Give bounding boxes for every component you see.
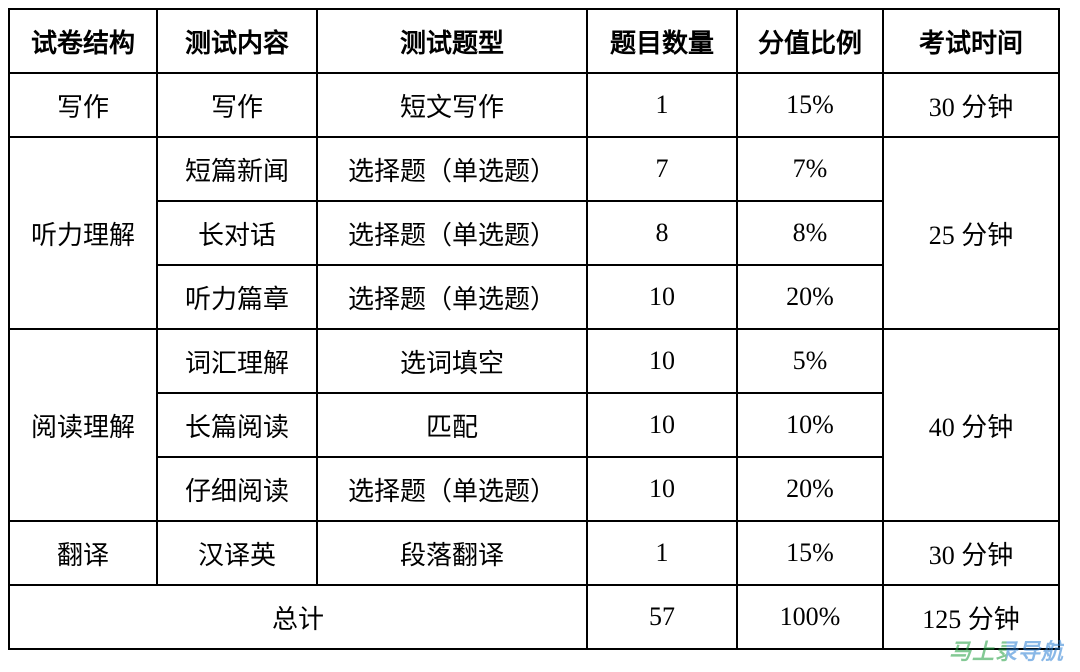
cell-total-count: 57 xyxy=(587,585,737,649)
header-time: 考试时间 xyxy=(883,9,1059,73)
cell-type: 段落翻译 xyxy=(317,521,587,585)
cell-structure: 写作 xyxy=(9,73,157,137)
cell-type: 选择题（单选题） xyxy=(317,457,587,521)
cell-structure: 听力理解 xyxy=(9,137,157,329)
cell-type: 匹配 xyxy=(317,393,587,457)
cell-type: 选择题（单选题） xyxy=(317,265,587,329)
cell-count: 1 xyxy=(587,521,737,585)
cell-percent: 7% xyxy=(737,137,883,201)
cell-type: 选词填空 xyxy=(317,329,587,393)
cell-percent: 20% xyxy=(737,265,883,329)
cell-count: 1 xyxy=(587,73,737,137)
cell-total-time: 125 分钟 xyxy=(883,585,1059,649)
cell-time: 40 分钟 xyxy=(883,329,1059,521)
header-content: 测试内容 xyxy=(157,9,317,73)
cell-structure: 翻译 xyxy=(9,521,157,585)
cell-content: 长篇阅读 xyxy=(157,393,317,457)
table-row: 阅读理解词汇理解选词填空105%40 分钟 xyxy=(9,329,1059,393)
cell-total-percent: 100% xyxy=(737,585,883,649)
header-type: 测试题型 xyxy=(317,9,587,73)
cell-content: 写作 xyxy=(157,73,317,137)
exam-structure-table: 试卷结构 测试内容 测试题型 题目数量 分值比例 考试时间 写作写作短文写作11… xyxy=(8,8,1060,650)
cell-percent: 20% xyxy=(737,457,883,521)
cell-count: 10 xyxy=(587,265,737,329)
cell-count: 10 xyxy=(587,457,737,521)
cell-content: 听力篇章 xyxy=(157,265,317,329)
cell-total-label: 总计 xyxy=(9,585,587,649)
cell-count: 8 xyxy=(587,201,737,265)
table-row: 写作写作短文写作115%30 分钟 xyxy=(9,73,1059,137)
cell-time: 25 分钟 xyxy=(883,137,1059,329)
cell-type: 选择题（单选题） xyxy=(317,201,587,265)
cell-percent: 10% xyxy=(737,393,883,457)
table-total-row: 总计57100%125 分钟 xyxy=(9,585,1059,649)
cell-content: 短篇新闻 xyxy=(157,137,317,201)
header-percent: 分值比例 xyxy=(737,9,883,73)
table-body: 写作写作短文写作115%30 分钟听力理解短篇新闻选择题（单选题）77%25 分… xyxy=(9,73,1059,649)
cell-structure: 阅读理解 xyxy=(9,329,157,521)
cell-content: 词汇理解 xyxy=(157,329,317,393)
table-row: 听力理解短篇新闻选择题（单选题）77%25 分钟 xyxy=(9,137,1059,201)
cell-type: 选择题（单选题） xyxy=(317,137,587,201)
table-row: 翻译汉译英段落翻译115%30 分钟 xyxy=(9,521,1059,585)
cell-content: 长对话 xyxy=(157,201,317,265)
cell-count: 10 xyxy=(587,393,737,457)
header-structure: 试卷结构 xyxy=(9,9,157,73)
table-header-row: 试卷结构 测试内容 测试题型 题目数量 分值比例 考试时间 xyxy=(9,9,1059,73)
header-count: 题目数量 xyxy=(587,9,737,73)
cell-percent: 8% xyxy=(737,201,883,265)
cell-count: 10 xyxy=(587,329,737,393)
cell-percent: 15% xyxy=(737,73,883,137)
cell-percent: 15% xyxy=(737,521,883,585)
cell-time: 30 分钟 xyxy=(883,521,1059,585)
cell-count: 7 xyxy=(587,137,737,201)
cell-percent: 5% xyxy=(737,329,883,393)
cell-content: 汉译英 xyxy=(157,521,317,585)
cell-time: 30 分钟 xyxy=(883,73,1059,137)
cell-type: 短文写作 xyxy=(317,73,587,137)
cell-content: 仔细阅读 xyxy=(157,457,317,521)
